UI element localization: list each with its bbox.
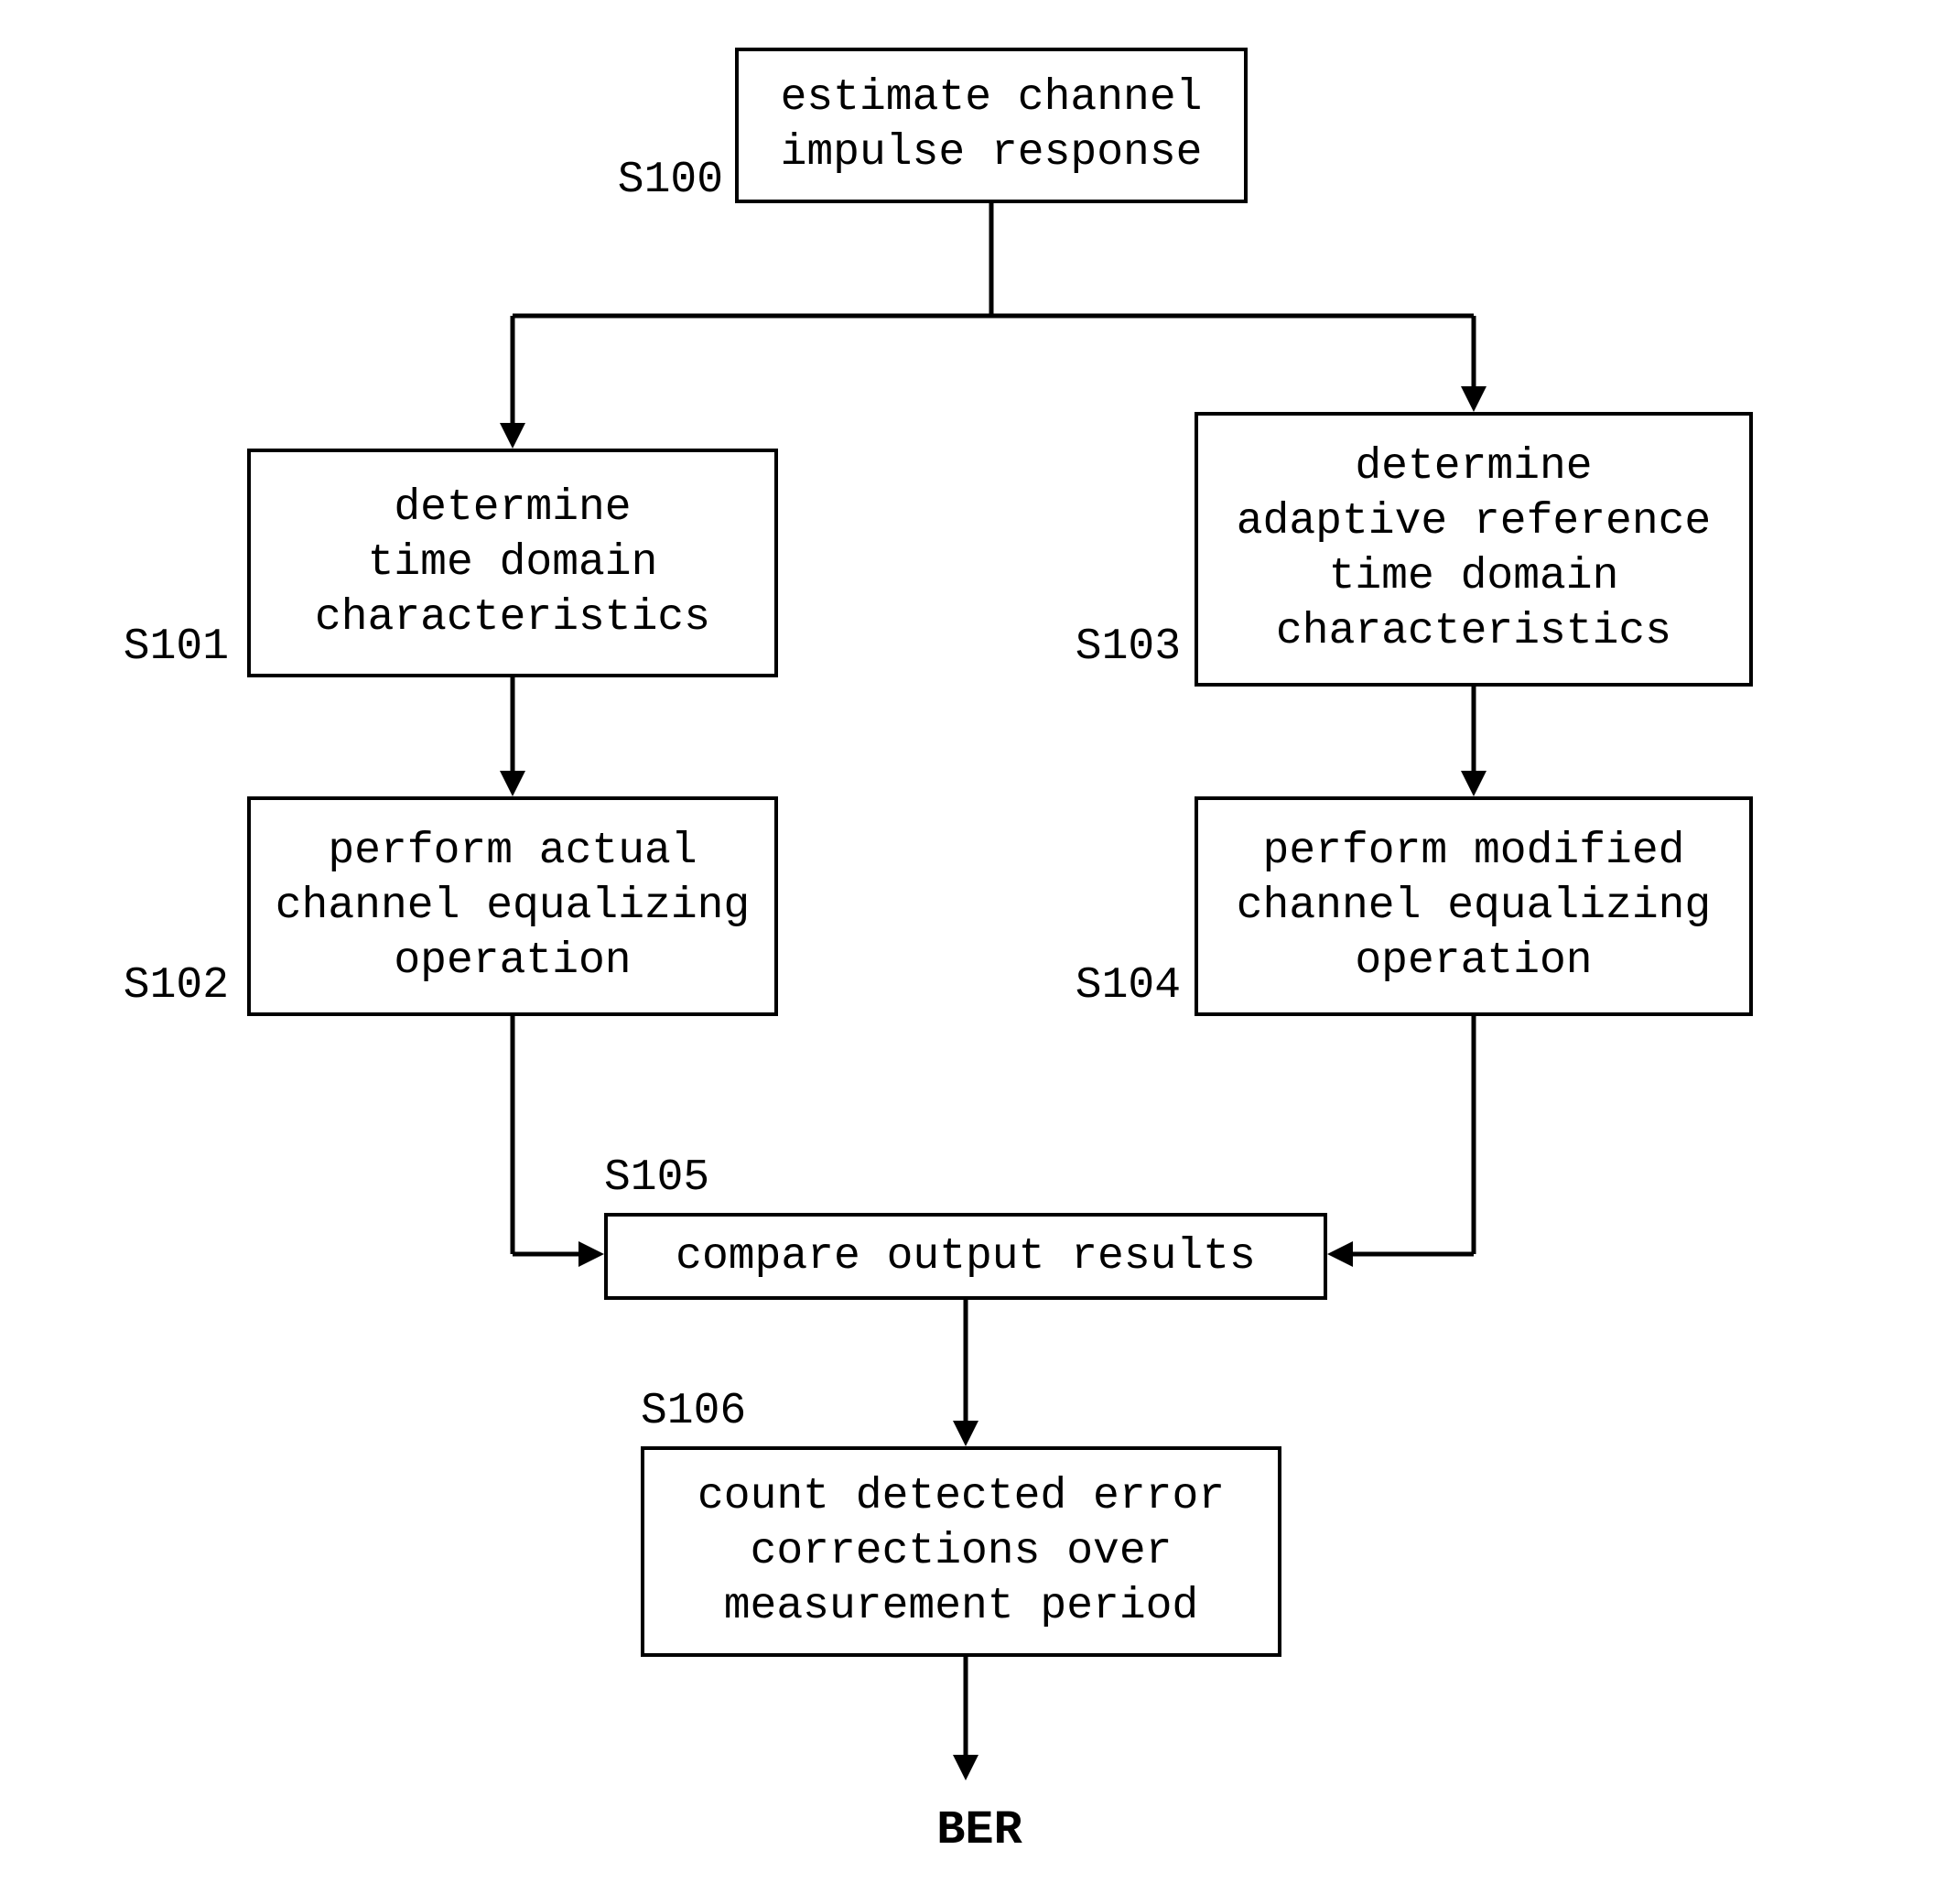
node-s104: perform modified channel equalizing oper…	[1195, 796, 1753, 1016]
step-label-s101: S101	[101, 622, 229, 672]
final-output-label: BER	[915, 1803, 1043, 1857]
node-text: estimate channel impulse response	[781, 70, 1203, 180]
node-text: perform actual channel equalizing operat…	[276, 824, 750, 989]
node-s100: estimate channel impulse response	[735, 48, 1248, 203]
node-s103: determine adaptive reference time domain…	[1195, 412, 1753, 687]
step-label-s102: S102	[101, 961, 229, 1011]
node-text: determine time domain characteristics	[315, 481, 710, 645]
node-s105: compare output results	[604, 1213, 1327, 1300]
flowchart-canvas: S100 estimate channel impulse response S…	[0, 0, 1946, 1904]
step-label-s105: S105	[604, 1153, 732, 1203]
node-text: count detected error corrections over me…	[697, 1469, 1225, 1634]
node-text: compare output results	[676, 1229, 1256, 1284]
step-label-s100: S100	[595, 156, 723, 205]
step-label-s104: S104	[1053, 961, 1181, 1011]
node-s106: count detected error corrections over me…	[641, 1446, 1281, 1657]
node-s101: determine time domain characteristics	[247, 449, 778, 677]
step-label-s103: S103	[1053, 622, 1181, 672]
node-text: perform modified channel equalizing oper…	[1237, 824, 1711, 989]
step-label-s106: S106	[641, 1387, 769, 1436]
node-text: determine adaptive reference time domain…	[1237, 439, 1711, 659]
node-s102: perform actual channel equalizing operat…	[247, 796, 778, 1016]
